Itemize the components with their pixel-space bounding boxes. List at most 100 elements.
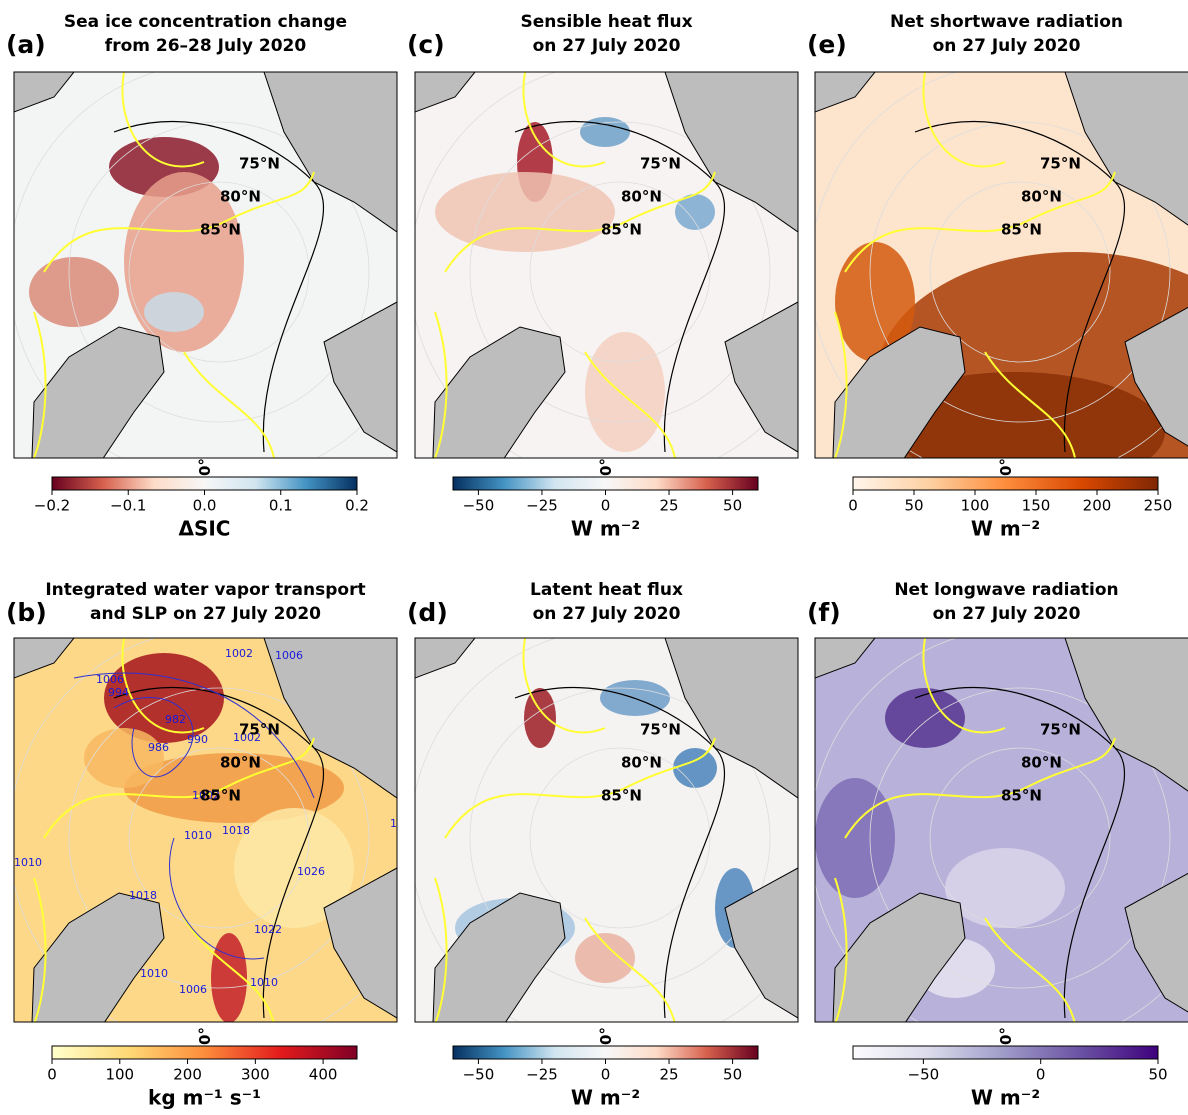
panel-title: on 27 July 2020 [933, 36, 1081, 56]
latitude-label: 75°N [640, 155, 681, 173]
panel-title: on 27 July 2020 [533, 604, 681, 624]
colorbar-label: W m⁻² [971, 517, 1040, 541]
panel-title: and SLP on 27 July 2020 [90, 604, 321, 624]
colorbar [52, 477, 357, 490]
contour-label: 1022 [254, 923, 282, 936]
colorbar-label: W m⁻² [571, 517, 640, 541]
colorbar-tick-label: 150 [1022, 497, 1051, 515]
latitude-label: 80°N [1021, 754, 1062, 772]
latitude-label: 75°N [239, 721, 280, 739]
field-blob [585, 332, 665, 452]
colorbar [52, 1046, 357, 1059]
latitude-label: 85°N [1001, 221, 1042, 239]
latitude-label: 80°N [220, 188, 261, 206]
field-blob [673, 748, 717, 788]
meridian-label: 0° [196, 1027, 214, 1045]
field-blob [945, 848, 1065, 928]
latitude-label: 85°N [200, 787, 241, 805]
contour-label: 1006 [275, 649, 303, 662]
contour-label: 1014 [390, 817, 418, 830]
colorbar-tick-label: −0.1 [110, 497, 146, 515]
field-blob [29, 257, 119, 327]
panel-letter: (f) [807, 598, 841, 627]
colorbar-tick-label: 100 [105, 1066, 134, 1084]
latitude-label: 85°N [200, 221, 241, 239]
colorbar-tick-label: 0.1 [269, 497, 293, 515]
latitude-label: 75°N [1040, 155, 1081, 173]
panel-title: Sensible heat flux [520, 12, 692, 32]
latitude-label: 80°N [220, 754, 261, 772]
panel-title: Net longwave radiation [894, 580, 1118, 600]
panel-title: Sea ice concentration change [64, 12, 347, 32]
contour-label: 986 [148, 741, 169, 754]
colorbar-label: kg m⁻¹ s⁻¹ [148, 1086, 261, 1110]
colorbar-tick-label: −0.2 [34, 497, 70, 515]
colorbar-label: W m⁻² [971, 1086, 1040, 1110]
colorbar-tick-label: 0 [601, 1066, 611, 1084]
contour-label: 982 [165, 713, 186, 726]
figure: Sea ice concentration changefrom 26–28 J… [0, 0, 1188, 1115]
field-blob [524, 688, 556, 748]
field-blob [815, 778, 895, 898]
field-blob [144, 292, 204, 332]
colorbar-tick-label: 50 [1148, 1066, 1167, 1084]
colorbar-tick-label: 50 [723, 1066, 742, 1084]
latitude-label: 85°N [601, 221, 642, 239]
latitude-label: 75°N [239, 155, 280, 173]
panel-letter: (d) [407, 598, 448, 627]
contour-label: 1018 [129, 889, 157, 902]
contour-label: 990 [187, 733, 208, 746]
panel-letter: (c) [407, 30, 445, 59]
colorbar-tick-label: 100 [961, 497, 990, 515]
panel-title: Integrated water vapor transport [45, 580, 365, 600]
panel-title: on 27 July 2020 [533, 36, 681, 56]
colorbar-tick-label: 50 [723, 497, 742, 515]
colorbar-tick-label: −50 [463, 497, 495, 515]
colorbar-tick-label: 200 [1083, 497, 1112, 515]
meridian-label: 0° [597, 458, 615, 476]
colorbar-tick-label: 50 [904, 497, 923, 515]
panel-title: on 27 July 2020 [933, 604, 1081, 624]
colorbar [453, 1046, 758, 1059]
contour-label: 1010 [14, 856, 42, 869]
colorbar-tick-label: 0.0 [193, 497, 217, 515]
panel-letter: (b) [6, 598, 47, 627]
colorbar-tick-label: 25 [659, 1066, 678, 1084]
contour-label: 1010 [140, 967, 168, 980]
colorbar-tick-label: 0 [601, 497, 611, 515]
colorbar [853, 477, 1158, 490]
panel-title: Net shortwave radiation [890, 12, 1123, 32]
latitude-label: 80°N [1021, 188, 1062, 206]
panel-letter: (e) [807, 30, 847, 59]
field-blob [435, 172, 615, 252]
contour-label: 1006 [179, 983, 207, 996]
colorbar-tick-label: −25 [526, 497, 558, 515]
field-blob [575, 933, 635, 983]
meridian-label: 0° [997, 458, 1015, 476]
contour-label: 1010 [250, 976, 278, 989]
meridian-label: 0° [196, 458, 214, 476]
colorbar-label: ΔSIC [178, 517, 230, 541]
colorbar-label: W m⁻² [571, 1086, 640, 1110]
colorbar-tick-label: 0 [47, 1066, 57, 1084]
colorbar-tick-label: 0 [848, 497, 858, 515]
contour-label: 1002 [225, 647, 253, 660]
contour-label: 1026 [297, 865, 325, 878]
meridian-label: 0° [997, 1027, 1015, 1045]
panel-letter: (a) [6, 30, 46, 59]
latitude-label: 80°N [621, 754, 662, 772]
contour-label: 1018 [222, 824, 250, 837]
panel-title: Latent heat flux [530, 580, 683, 600]
colorbar-tick-label: −25 [526, 1066, 558, 1084]
contour-label: 1010 [184, 829, 212, 842]
colorbar-tick-label: 200 [173, 1066, 202, 1084]
colorbar-tick-label: −50 [908, 1066, 940, 1084]
colorbar [453, 477, 758, 490]
colorbar-tick-label: 250 [1144, 497, 1173, 515]
colorbar-tick-label: 0.2 [345, 497, 369, 515]
colorbar-tick-label: 400 [309, 1066, 338, 1084]
latitude-label: 85°N [1001, 787, 1042, 805]
latitude-label: 75°N [1040, 721, 1081, 739]
colorbar-tick-label: 300 [241, 1066, 270, 1084]
contour-label: 994 [108, 686, 129, 699]
